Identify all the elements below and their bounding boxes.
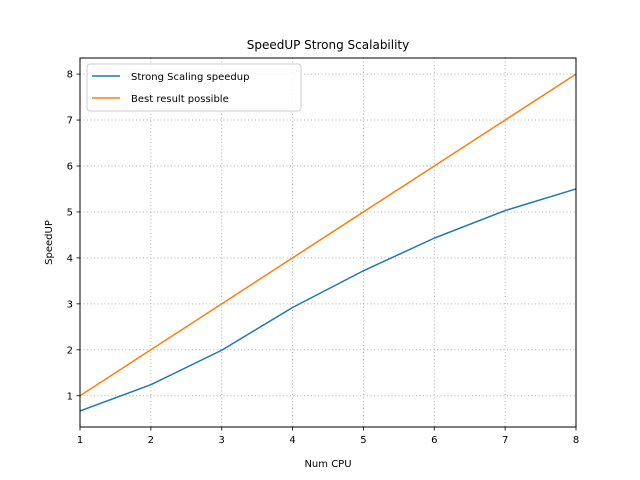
series-lines — [79, 73, 577, 412]
y-tick-label: 4 — [67, 253, 73, 264]
legend: Strong Scaling speedup Best result possib… — [86, 63, 302, 112]
plot-frame — [79, 57, 577, 428]
series-line-1 — [79, 73, 577, 397]
y-tick-label: 3 — [67, 299, 73, 310]
x-tick-label: 8 — [573, 435, 579, 446]
x-tick-label: 1 — [77, 435, 83, 446]
legend-box — [86, 63, 302, 112]
x-tick-label: 7 — [502, 435, 508, 446]
y-tick-label: 2 — [67, 345, 73, 356]
x-tick-label: 2 — [148, 435, 154, 446]
legend-label: Strong Scaling speedup — [131, 72, 249, 83]
legend-label: Best result possible — [131, 94, 229, 105]
series-line-0 — [79, 188, 577, 412]
y-tick-label: 7 — [67, 116, 73, 127]
x-tick-label: 3 — [219, 435, 225, 446]
chart-title: SpeedUP Strong Scalability — [247, 38, 410, 52]
x-tick-label: 6 — [431, 435, 437, 446]
y-tick-label: 5 — [67, 207, 73, 218]
axis-ticks: 1 2 3 4 5 6 7 8 1 2 3 4 5 6 7 8 — [67, 70, 580, 446]
grid-lines — [79, 58, 577, 427]
y-tick-label: 8 — [67, 70, 73, 81]
x-tick-label: 5 — [360, 435, 366, 446]
y-axis-label: SpeedUP — [44, 220, 55, 265]
y-tick-label: 6 — [67, 161, 73, 172]
x-tick-label: 4 — [289, 435, 295, 446]
x-axis-label: Num CPU — [304, 459, 351, 470]
y-tick-label: 1 — [67, 391, 73, 402]
